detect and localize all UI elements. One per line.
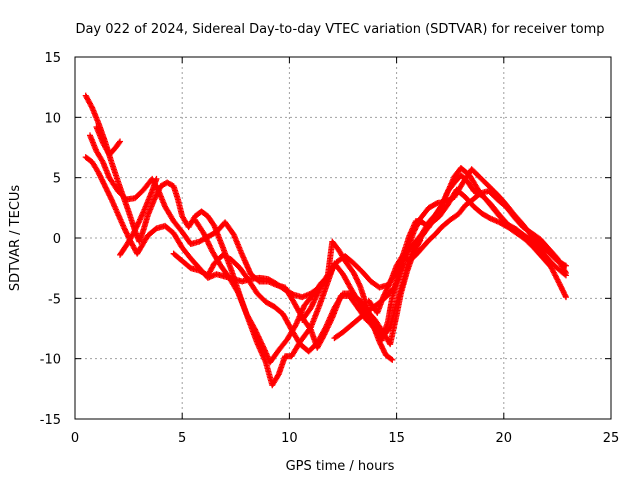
x-tick-label: 5 (178, 431, 186, 446)
y-tick-label: 0 (53, 232, 61, 247)
series-arc-6 (170, 237, 424, 355)
data-point (486, 215, 493, 222)
x-tick-label: 25 (603, 431, 620, 446)
x-tick-label: 10 (281, 431, 298, 446)
data-point (322, 325, 329, 332)
data-point (562, 268, 569, 275)
y-tick-label: -10 (40, 353, 61, 368)
data-point (416, 238, 423, 245)
x-tick-label: 20 (496, 431, 513, 446)
data-point (389, 356, 396, 363)
data-point (562, 294, 569, 301)
y-tick-label: 10 (44, 111, 61, 126)
axes-layer: 0 5 10 15 20 25 -15 -10 -5 0 5 10 15 (40, 51, 620, 446)
series-arc-5 (117, 175, 160, 258)
data-layer (82, 92, 569, 389)
x-tick-label: 0 (71, 431, 79, 446)
data-point (433, 200, 440, 207)
series-arc-1 (82, 92, 567, 389)
series-arc-10 (365, 187, 569, 316)
x-tick-label: 15 (388, 431, 405, 446)
y-tick-label: 5 (53, 172, 61, 187)
data-point (117, 138, 124, 145)
y-axis-label: SDTVAR / TECUs (8, 185, 23, 292)
y-tick-label: -5 (48, 292, 61, 307)
y-tick-label: 15 (44, 51, 61, 66)
chart-title: Day 022 of 2024, Sidereal Day-to-day VTE… (75, 22, 604, 37)
plot-frame (74, 56, 612, 420)
data-point (153, 175, 160, 182)
data-point (154, 186, 161, 193)
data-point (562, 269, 569, 276)
data-point (88, 103, 95, 110)
data-point (417, 237, 424, 244)
data-point (324, 272, 331, 279)
data-point (388, 356, 395, 363)
data-point (116, 139, 123, 146)
series-arc-8 (299, 238, 396, 363)
y-tick-label: -15 (40, 413, 61, 428)
x-axis-label: GPS time / hours (286, 459, 395, 474)
series-arc-4 (93, 123, 124, 158)
data-point (562, 262, 569, 269)
